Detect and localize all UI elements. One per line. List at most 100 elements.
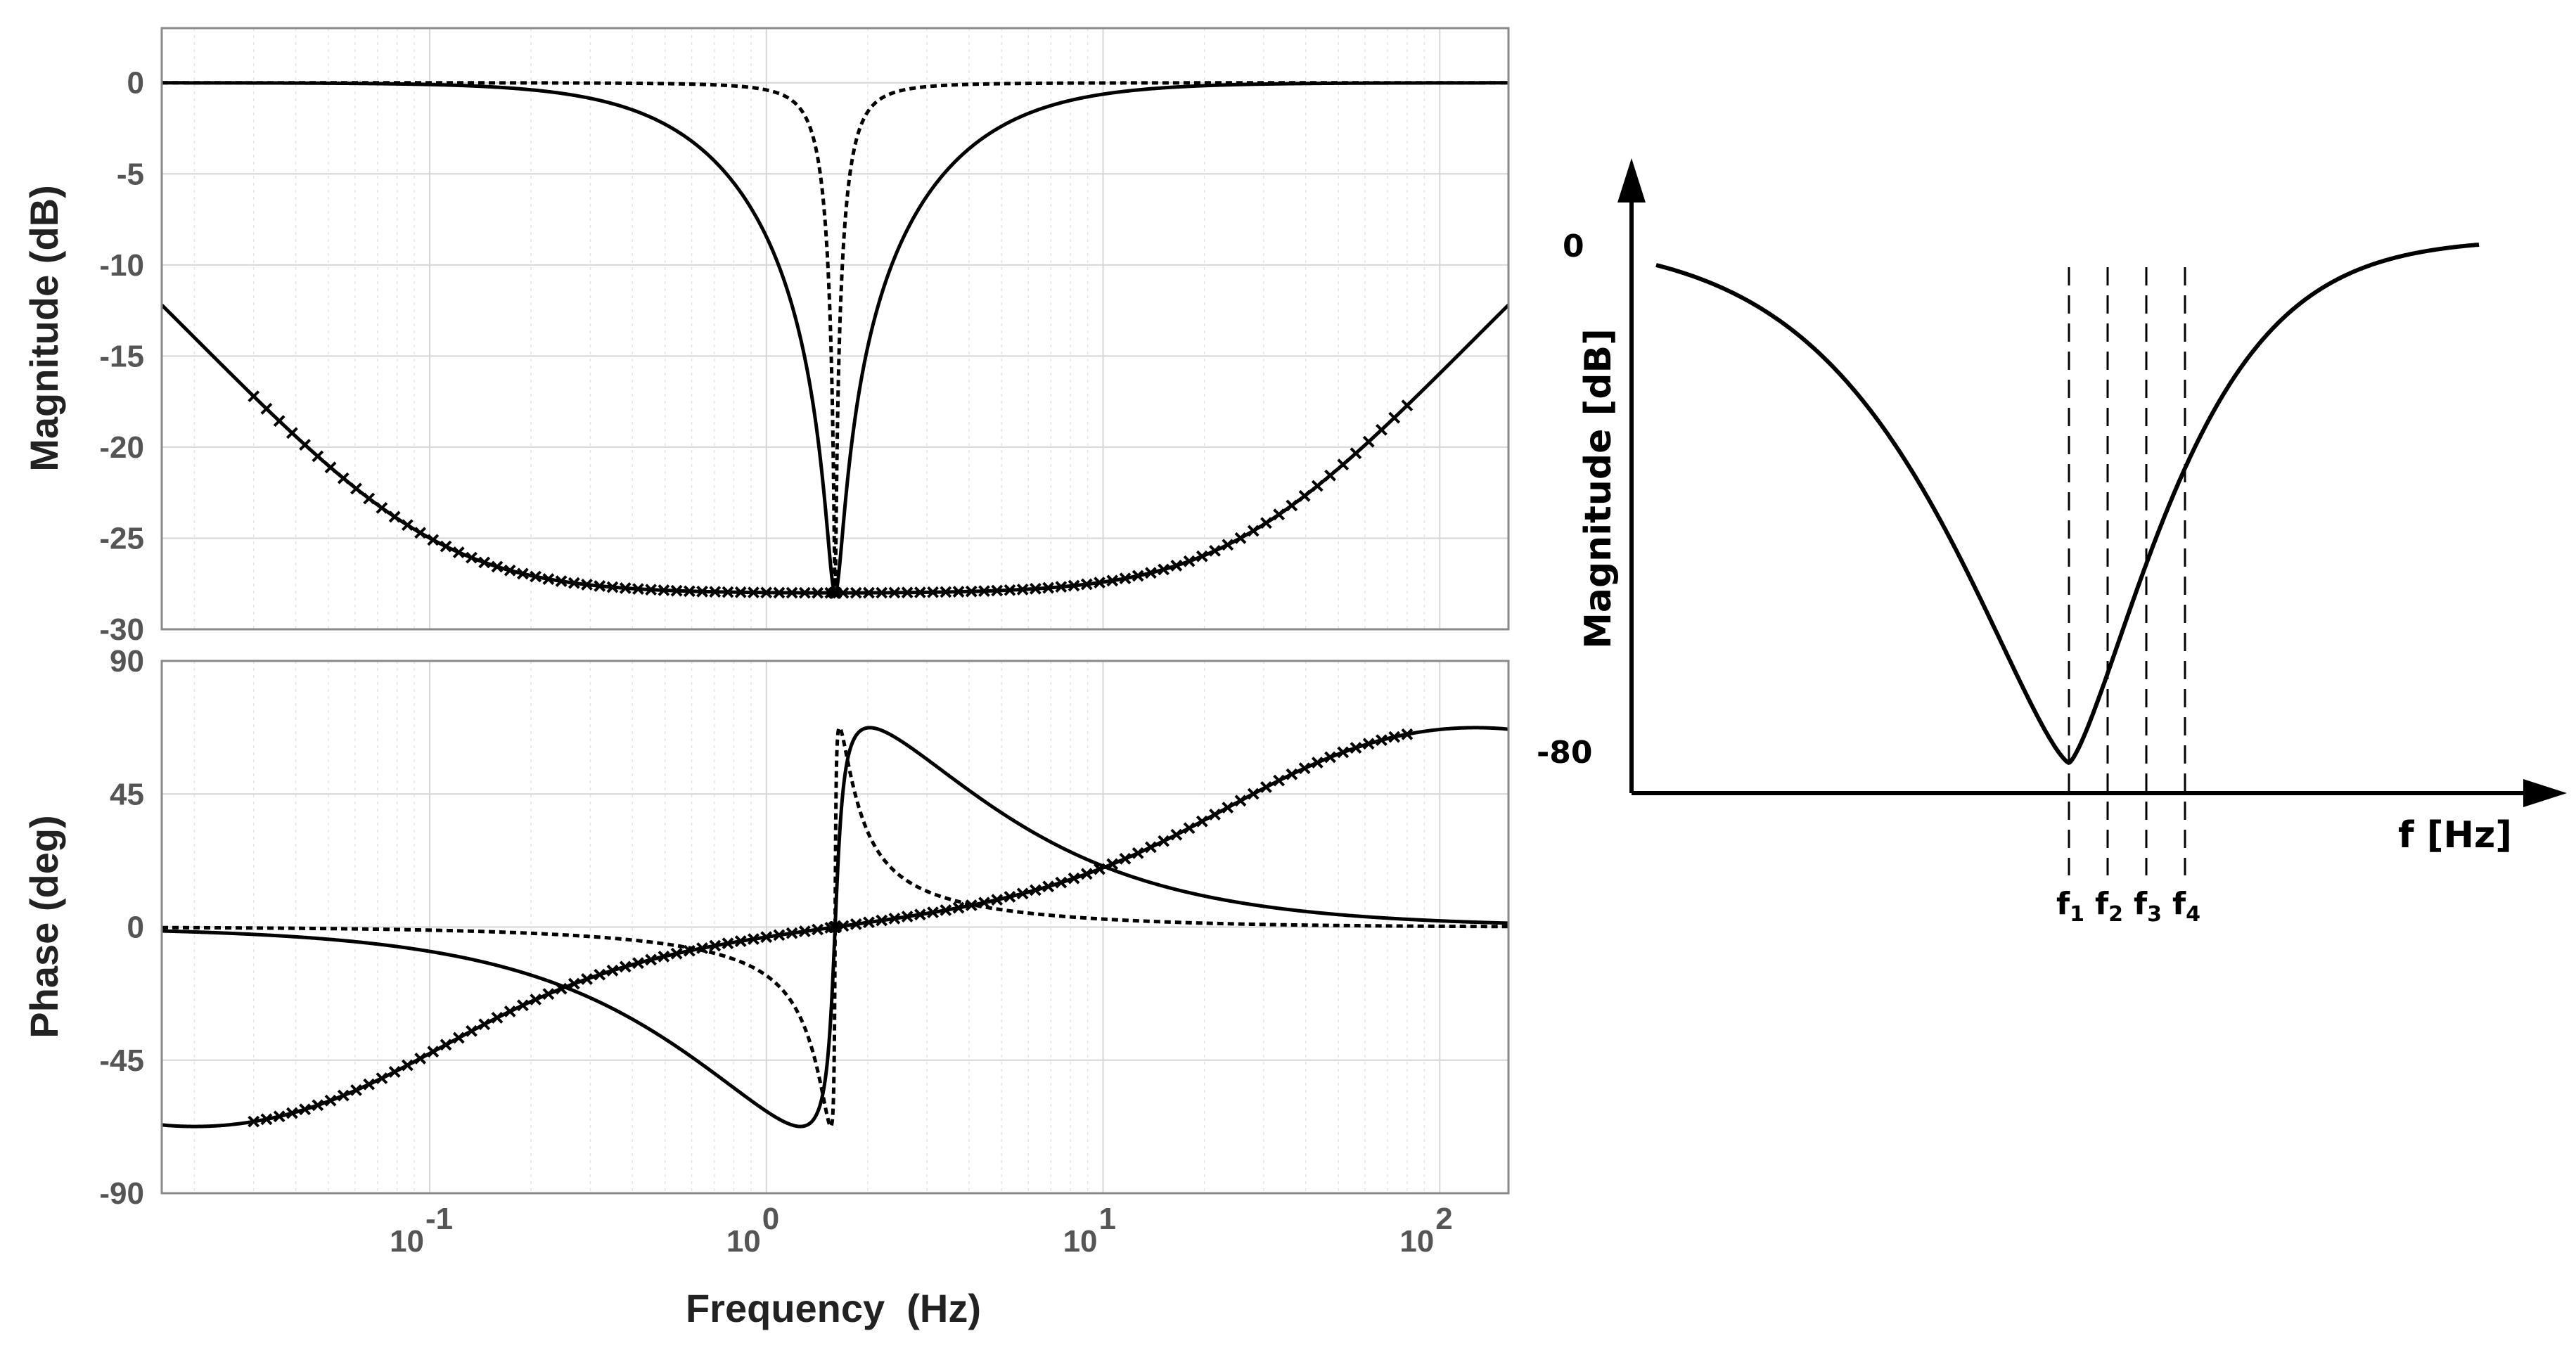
x-marker — [427, 534, 440, 546]
x-marker — [337, 472, 350, 484]
x-marker — [401, 1059, 414, 1072]
x-marker — [1119, 852, 1132, 865]
x-marker — [491, 560, 504, 573]
x-marker — [812, 923, 824, 936]
marker-subscript: 1 — [2070, 902, 2084, 927]
x-marker — [363, 1078, 376, 1091]
x-marker — [991, 894, 1004, 906]
x-marker — [1388, 411, 1401, 424]
x-marker — [273, 415, 286, 428]
x-marker — [299, 1103, 312, 1116]
x-marker — [709, 586, 722, 598]
marker-main: f — [2172, 886, 2186, 922]
marker-main: f — [2056, 886, 2070, 922]
x-marker — [452, 1031, 465, 1044]
x-marker — [1209, 808, 1221, 821]
magnitude-y-tick-label: 0 — [127, 66, 144, 101]
x-marker — [798, 925, 811, 937]
x-marker — [1158, 563, 1170, 576]
x-marker — [299, 439, 312, 451]
x-marker — [670, 584, 683, 597]
x-marker — [427, 1046, 440, 1058]
x-marker — [1337, 746, 1350, 759]
x-marker — [1273, 508, 1286, 521]
x-marker — [1132, 570, 1144, 582]
x-marker — [978, 585, 990, 598]
x-tick-label: 102 — [1399, 1202, 1452, 1259]
x-marker — [773, 586, 786, 599]
x-marker — [1401, 728, 1414, 740]
x-marker — [260, 402, 273, 415]
x-marker — [722, 586, 734, 598]
x-marker — [286, 1107, 298, 1119]
x-marker — [248, 1115, 260, 1128]
phase-y-tick-label: -45 — [99, 1043, 144, 1078]
x-marker — [530, 994, 542, 1005]
x-marker — [388, 510, 401, 523]
x-marker — [1324, 751, 1336, 764]
schematic-notch-curve — [1655, 242, 2480, 766]
x-marker — [1068, 579, 1080, 592]
x-tick-exponent: -1 — [425, 1202, 453, 1236]
x-marker — [478, 1018, 491, 1031]
x-marker — [1196, 815, 1208, 828]
x-marker — [1234, 532, 1247, 544]
x-marker — [734, 935, 747, 947]
x-marker — [1388, 731, 1401, 743]
x-marker — [324, 1094, 337, 1107]
x-marker — [1055, 876, 1068, 889]
x-marker — [773, 929, 786, 941]
x-marker — [388, 1066, 401, 1078]
x-marker — [1337, 458, 1350, 471]
x-marker — [619, 582, 632, 594]
x-marker — [1234, 795, 1247, 807]
x-marker — [1042, 581, 1055, 594]
x-marker — [452, 546, 465, 558]
x-marker — [581, 579, 593, 591]
x-marker — [1401, 399, 1414, 412]
x-marker — [466, 1024, 478, 1037]
x-marker — [248, 390, 260, 403]
x-marker — [260, 1113, 273, 1126]
x-marker — [1196, 550, 1208, 562]
x-marker — [1183, 555, 1196, 567]
x-marker — [337, 1089, 350, 1102]
magnitude-panel: 0 -5 -10 -15 -20 -25 -30 Magnitude (dB) — [22, 27, 1510, 647]
magnitude-y-tick-label: -20 — [99, 430, 144, 465]
x-marker — [1080, 578, 1093, 591]
x-marker — [901, 911, 914, 923]
x-marker — [658, 584, 670, 596]
phase-curves — [161, 726, 1509, 1129]
x-marker — [927, 906, 939, 919]
x-marker — [876, 914, 888, 927]
x-marker — [555, 575, 568, 588]
x-marker — [709, 939, 722, 952]
x-marker — [1286, 499, 1298, 512]
x-marker — [812, 586, 824, 599]
x-marker — [722, 937, 734, 950]
x-marker — [1222, 802, 1234, 814]
x-marker — [1016, 887, 1029, 900]
x-marker — [632, 583, 644, 596]
x-tick-exponent: 1 — [1099, 1202, 1116, 1236]
x-marker — [440, 1039, 452, 1051]
x-tick-base: 10 — [726, 1224, 761, 1259]
x-marker — [734, 586, 747, 598]
x-tick-base: 10 — [390, 1224, 424, 1259]
narrow-notch-markers — [248, 728, 1414, 1128]
x-marker — [786, 586, 798, 599]
x-marker — [530, 570, 542, 583]
x-marker — [645, 584, 658, 596]
marker-main: f — [2095, 886, 2109, 922]
x-marker — [504, 564, 516, 577]
x-marker — [863, 586, 875, 599]
x-marker — [1042, 880, 1055, 893]
x-marker — [1286, 768, 1298, 780]
x-tick-exponent: 2 — [1435, 1202, 1452, 1236]
x-marker — [1362, 435, 1375, 448]
x-marker — [876, 586, 888, 599]
x-tick-exponent: 0 — [762, 1202, 779, 1236]
marker-subscript: 4 — [2186, 902, 2200, 927]
x-marker — [1298, 762, 1311, 775]
